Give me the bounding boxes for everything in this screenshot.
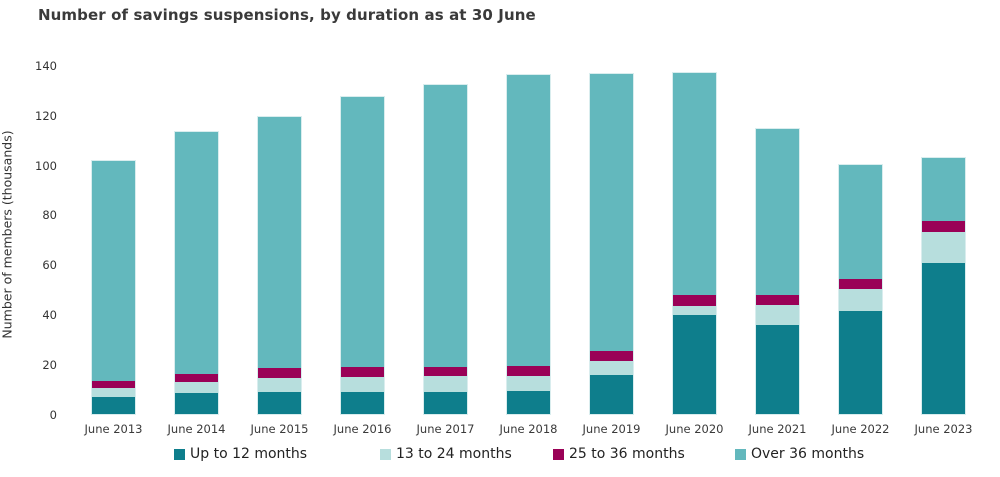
bar-segment-25-to-36-months <box>756 295 799 306</box>
bar-june-2015 <box>257 116 302 416</box>
bar-segment-over-36-months <box>92 161 135 382</box>
bar-june-2022 <box>838 164 883 416</box>
x-tick-label: June 2016 <box>333 422 392 436</box>
x-tick-label: June 2021 <box>748 422 807 436</box>
x-tick-label: June 2014 <box>167 422 226 436</box>
bar-segment-25-to-36-months <box>839 278 882 290</box>
legend-label: 25 to 36 months <box>569 446 685 462</box>
bar-segment-up-to-12-months <box>175 393 218 415</box>
bar-june-2020 <box>672 71 717 416</box>
bar-segment-up-to-12-months <box>92 397 135 415</box>
y-tick-label: 80 <box>42 208 57 223</box>
legend-swatch-13-to-24-months <box>380 448 391 460</box>
bar-segment-25-to-36-months <box>922 220 965 233</box>
bar-segment-up-to-12-months <box>839 310 882 415</box>
bar-segment-25-to-36-months <box>92 381 135 389</box>
legend-label: 13 to 24 months <box>396 446 512 462</box>
legend-swatch-over-36-months <box>735 448 746 460</box>
bar-segment-up-to-12-months <box>424 391 467 415</box>
bar-segment-13-to-24-months <box>756 305 799 325</box>
bar-segment-over-36-months <box>175 131 218 374</box>
bar-june-2013 <box>91 160 136 416</box>
bar-june-2023 <box>921 156 966 416</box>
bar-segment-over-36-months <box>507 75 550 366</box>
bar-segment-up-to-12-months <box>590 374 633 415</box>
bar-segment-25-to-36-months <box>590 351 633 361</box>
bar-segment-up-to-12-months <box>507 391 550 415</box>
y-tick-label: 140 <box>35 59 57 74</box>
legend-item-13-to-24-months: 13 to 24 months <box>380 446 512 462</box>
bar-segment-up-to-12-months <box>258 391 301 415</box>
bar-segment-up-to-12-months <box>341 392 384 415</box>
bar-segment-over-36-months <box>756 129 799 296</box>
bar-segment-up-to-12-months <box>922 262 965 415</box>
x-tick-label: June 2018 <box>499 422 558 436</box>
bar-segment-25-to-36-months <box>507 365 550 376</box>
bar-segment-13-to-24-months <box>590 361 633 375</box>
bar-segment-over-36-months <box>839 165 882 279</box>
legend-swatch-up-to-12-months <box>174 448 185 460</box>
bar-segment-over-36-months <box>922 157 965 221</box>
bar-segment-over-36-months <box>258 117 301 369</box>
bar-june-2018 <box>506 74 551 416</box>
bar-segment-13-to-24-months <box>839 289 882 311</box>
bar-segment-13-to-24-months <box>424 376 467 392</box>
chart-title: Number of savings suspensions, by durati… <box>38 6 536 24</box>
x-tick-label: June 2013 <box>84 422 143 436</box>
bar-segment-25-to-36-months <box>341 367 384 377</box>
y-tick-label: 40 <box>42 307 57 322</box>
bar-june-2014 <box>174 130 219 416</box>
bar-june-2021 <box>755 128 800 416</box>
legend-swatch-25-to-36-months <box>553 448 564 460</box>
bar-segment-25-to-36-months <box>258 368 301 378</box>
bar-segment-up-to-12-months <box>756 324 799 415</box>
bar-segment-25-to-36-months <box>424 366 467 377</box>
x-tick-label: June 2022 <box>831 422 890 436</box>
y-tick-label: 100 <box>35 158 57 173</box>
legend-item-up-to-12-months: Up to 12 months <box>174 446 307 462</box>
bar-segment-13-to-24-months <box>922 232 965 263</box>
x-tick-label: June 2015 <box>250 422 309 436</box>
bar-segment-13-to-24-months <box>92 388 135 398</box>
bar-segment-13-to-24-months <box>673 306 716 315</box>
bar-segment-25-to-36-months <box>175 373 218 382</box>
legend-label: Up to 12 months <box>190 446 308 462</box>
legend-item-25-to-36-months: 25 to 36 months <box>553 446 685 462</box>
bar-segment-over-36-months <box>590 74 633 352</box>
x-tick-label: June 2019 <box>582 422 641 436</box>
x-tick-label: June 2023 <box>914 422 973 436</box>
y-axis-label: Number of members (thousands) <box>0 130 15 339</box>
legend-item-over-36-months: Over 36 months <box>735 446 864 462</box>
y-tick-label: 120 <box>35 108 57 123</box>
bar-june-2017 <box>423 83 468 416</box>
bar-segment-13-to-24-months <box>258 377 301 392</box>
y-tick-label: 0 <box>49 407 57 422</box>
y-tick-label: 20 <box>42 357 57 372</box>
bar-segment-13-to-24-months <box>507 375 550 392</box>
bar-segment-over-36-months <box>673 72 716 296</box>
bar-segment-13-to-24-months <box>341 376 384 393</box>
y-tick-label: 60 <box>42 258 57 273</box>
x-tick-label: June 2020 <box>665 422 724 436</box>
bar-segment-over-36-months <box>424 84 467 367</box>
legend-label: Over 36 months <box>751 446 865 462</box>
bar-segment-25-to-36-months <box>673 295 716 307</box>
bar-segment-up-to-12-months <box>673 314 716 415</box>
bar-june-2016 <box>340 95 385 416</box>
bar-june-2019 <box>589 73 634 416</box>
bar-segment-13-to-24-months <box>175 381 218 394</box>
x-tick-label: June 2017 <box>416 422 475 436</box>
bar-segment-over-36-months <box>341 96 384 368</box>
